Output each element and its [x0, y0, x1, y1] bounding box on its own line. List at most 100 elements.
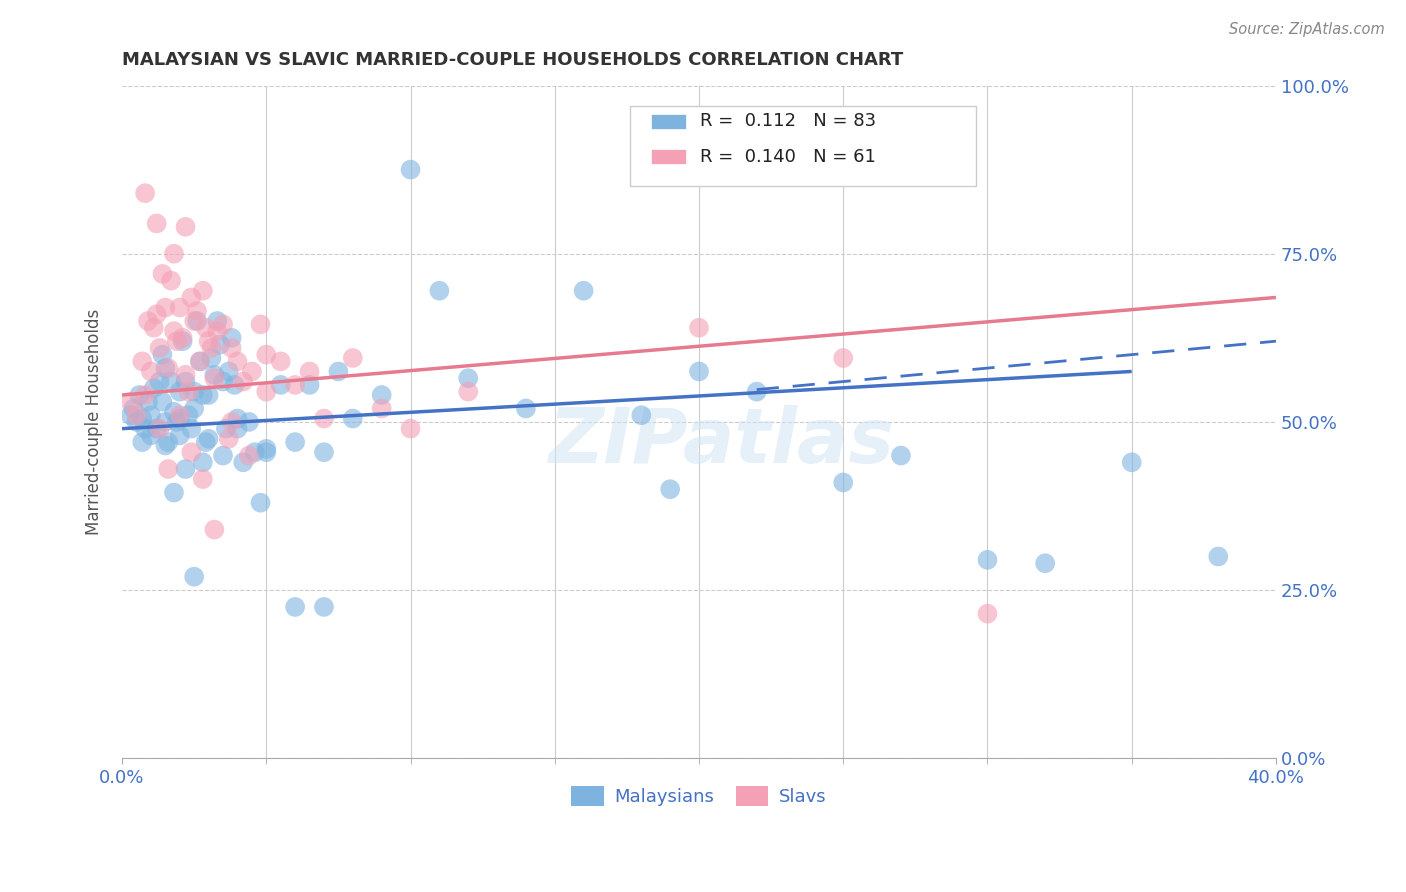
Point [976, 607, 998, 621]
Point [1121, 455, 1143, 469]
Point [226, 411, 249, 425]
Text: ZIPatlas: ZIPatlas [550, 405, 896, 479]
Point [342, 411, 364, 425]
Point [186, 304, 208, 318]
Text: R =  0.112   N = 83: R = 0.112 N = 83 [700, 112, 876, 130]
Point [139, 408, 162, 422]
Point [157, 361, 180, 376]
Point [240, 364, 263, 378]
Point [226, 422, 249, 436]
Point [298, 378, 321, 392]
Point [370, 401, 392, 416]
Point [191, 388, 214, 402]
Point [254, 348, 277, 362]
Point [515, 401, 537, 416]
Point [180, 422, 202, 436]
Point [197, 334, 219, 348]
Point [177, 384, 200, 399]
Point [218, 432, 240, 446]
Point [169, 408, 191, 422]
Point [254, 445, 277, 459]
Point [298, 364, 321, 378]
Point [249, 318, 271, 332]
Point [155, 438, 177, 452]
Point [134, 186, 156, 201]
Point [157, 435, 180, 450]
Point [155, 415, 177, 429]
Point [328, 364, 350, 378]
Point [221, 415, 243, 429]
Point [312, 599, 335, 614]
Point [136, 394, 159, 409]
Point [243, 445, 266, 459]
Point [155, 361, 177, 376]
Point [890, 449, 912, 463]
Point [202, 368, 225, 382]
Point [183, 384, 205, 399]
Point [183, 314, 205, 328]
Point [209, 337, 232, 351]
Point [191, 284, 214, 298]
Point [142, 320, 165, 334]
Point [169, 384, 191, 399]
Point [572, 284, 595, 298]
Point [202, 371, 225, 385]
Text: MALAYSIAN VS SLAVIC MARRIED-COUPLE HOUSEHOLDS CORRELATION CHART: MALAYSIAN VS SLAVIC MARRIED-COUPLE HOUSE… [122, 51, 903, 69]
Point [157, 462, 180, 476]
Point [120, 408, 142, 422]
Point [232, 375, 254, 389]
FancyBboxPatch shape [651, 150, 686, 164]
Point [688, 364, 710, 378]
Point [148, 341, 170, 355]
Point [832, 475, 855, 490]
Point [207, 324, 229, 338]
Point [218, 364, 240, 378]
Point [174, 219, 197, 234]
Point [169, 428, 191, 442]
Point [145, 307, 167, 321]
Point [197, 388, 219, 402]
Point [145, 216, 167, 230]
Point [152, 394, 174, 409]
Point [284, 435, 307, 450]
Point [148, 375, 170, 389]
Point [191, 455, 214, 469]
Point [254, 442, 277, 456]
Point [177, 408, 200, 422]
FancyBboxPatch shape [651, 114, 686, 128]
Point [370, 388, 392, 402]
Point [131, 411, 153, 425]
Point [125, 415, 148, 429]
Point [202, 523, 225, 537]
Point [172, 331, 194, 345]
Point [207, 314, 229, 328]
Point [148, 422, 170, 436]
Point [183, 569, 205, 583]
Point [745, 384, 768, 399]
Point [976, 553, 998, 567]
Point [163, 246, 186, 260]
Point [152, 267, 174, 281]
Point [180, 445, 202, 459]
Point [688, 320, 710, 334]
Point [832, 351, 855, 365]
Text: Source: ZipAtlas.com: Source: ZipAtlas.com [1229, 22, 1385, 37]
Point [215, 422, 238, 436]
Point [136, 314, 159, 328]
Point [174, 462, 197, 476]
Point [659, 482, 682, 496]
Point [188, 354, 211, 368]
Point [457, 371, 479, 385]
Point [224, 378, 246, 392]
Point [1206, 549, 1229, 564]
Point [1033, 556, 1056, 570]
Text: R =  0.140   N = 61: R = 0.140 N = 61 [700, 148, 876, 166]
Point [183, 401, 205, 416]
Point [166, 415, 188, 429]
Point [212, 449, 235, 463]
Point [270, 378, 292, 392]
Point [238, 415, 260, 429]
Point [226, 354, 249, 368]
Point [312, 445, 335, 459]
Point [194, 320, 217, 334]
